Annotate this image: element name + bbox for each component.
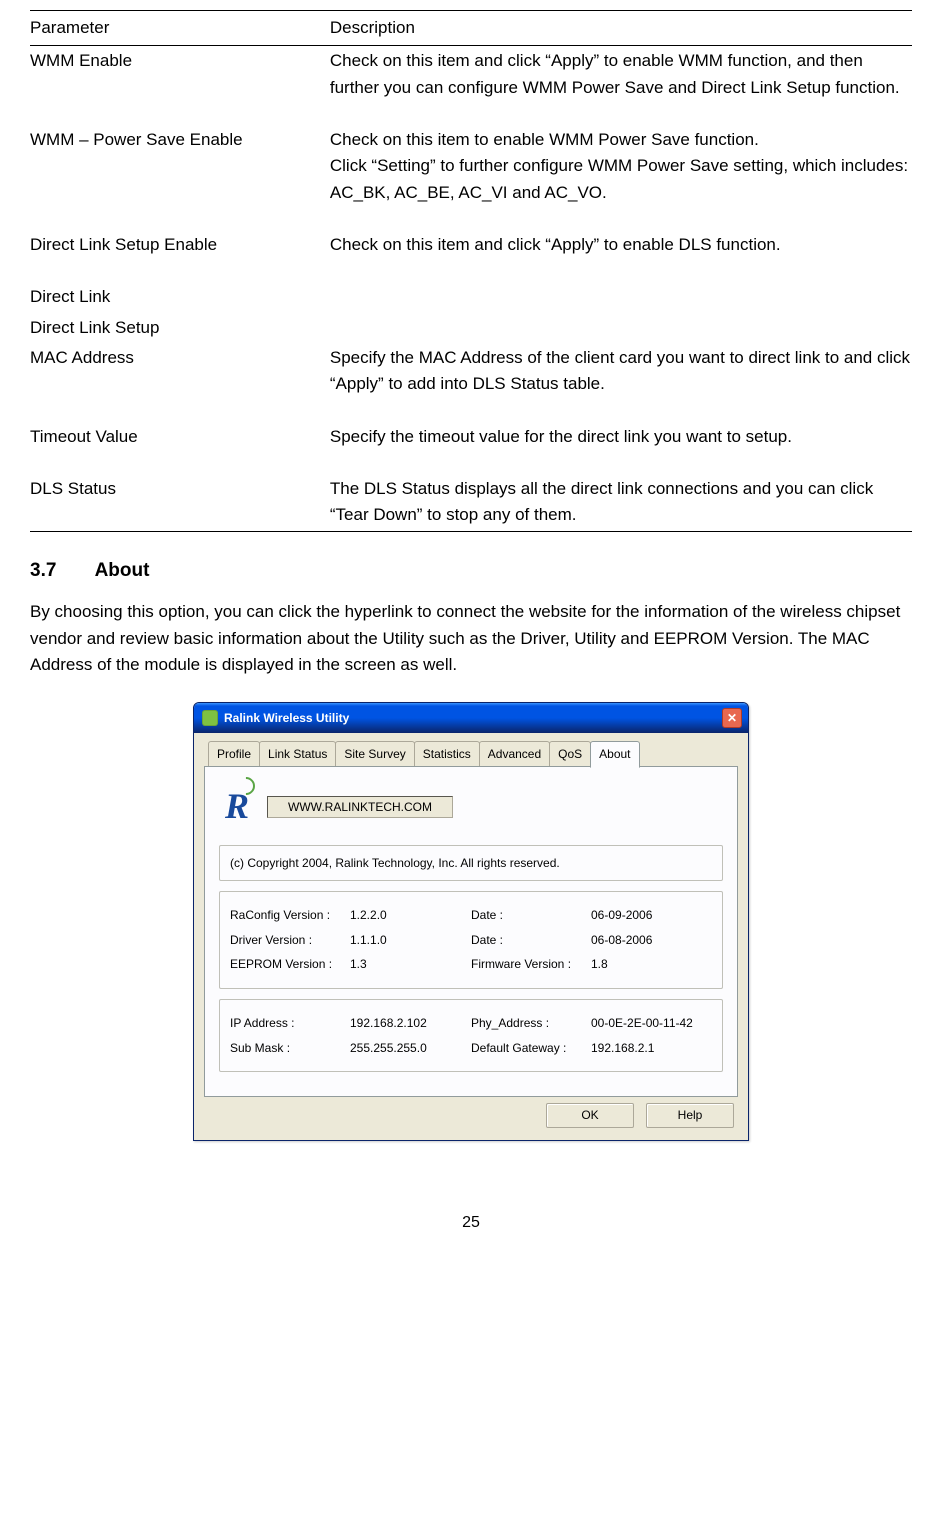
close-icon[interactable]: ✕ [722, 708, 742, 728]
tab-profile[interactable]: Profile [208, 741, 260, 767]
param-desc: The DLS Status displays all the direct l… [330, 474, 912, 531]
param-desc: Specify the MAC Address of the client ca… [330, 343, 912, 400]
eeprom-label: EEPROM Version : [230, 955, 350, 974]
gw-label: Default Gateway : [471, 1039, 591, 1058]
tab-about[interactable]: About [590, 741, 639, 768]
tab-qos[interactable]: QoS [549, 741, 591, 767]
ok-button[interactable]: OK [546, 1103, 634, 1128]
tab-statistics[interactable]: Statistics [414, 741, 480, 767]
section-number: 3.7 [30, 556, 90, 585]
raconfig-date-label: Date : [471, 906, 591, 925]
param-name: Direct Link Setup [30, 313, 330, 343]
raconfig-date-value: 06-09-2006 [591, 906, 652, 925]
raconfig-value: 1.2.2.0 [350, 906, 387, 925]
param-name: WMM – Power Save Enable [30, 125, 330, 208]
param-desc: Specify the timeout value for the direct… [330, 422, 912, 452]
page-number: 25 [30, 1211, 912, 1236]
version-box: RaConfig Version : 1.2.2.0 Date : 06-09-… [219, 891, 723, 989]
section-heading: 3.7 About [30, 556, 912, 585]
param-desc [330, 282, 912, 312]
window-title: Ralink Wireless Utility [224, 709, 349, 728]
col-parameter: Parameter [30, 11, 330, 46]
param-name: MAC Address [30, 343, 330, 400]
raconfig-label: RaConfig Version : [230, 906, 350, 925]
firmware-value: 1.8 [591, 955, 608, 974]
mask-value: 255.255.255.0 [350, 1039, 427, 1058]
param-name: Direct Link Setup Enable [30, 230, 330, 260]
network-box: IP Address : 192.168.2.102 Phy_Address :… [219, 999, 723, 1072]
app-icon [202, 710, 218, 726]
mask-label: Sub Mask : [230, 1039, 350, 1058]
tab-page-about: R WWW.RALINKTECH.COM (c) Copyright 2004,… [204, 766, 738, 1097]
section-title: About [95, 560, 150, 581]
driver-value: 1.1.1.0 [350, 931, 387, 950]
gw-value: 192.168.2.1 [591, 1039, 654, 1058]
firmware-label: Firmware Version : [471, 955, 591, 974]
dialog-window: Ralink Wireless Utility ✕ ProfileLink St… [193, 702, 749, 1141]
parameter-table: Parameter Description WMM EnableCheck on… [30, 10, 912, 532]
titlebar: Ralink Wireless Utility ✕ [194, 703, 748, 733]
eeprom-value: 1.3 [350, 955, 367, 974]
driver-label: Driver Version : [230, 931, 350, 950]
param-name: DLS Status [30, 474, 330, 531]
driver-date-label: Date : [471, 931, 591, 950]
ip-value: 192.168.2.102 [350, 1014, 427, 1033]
tab-advanced[interactable]: Advanced [479, 741, 550, 767]
param-desc: Check on this item and click “Apply” to … [330, 230, 912, 260]
param-name: Direct Link [30, 282, 330, 312]
copyright-box: (c) Copyright 2004, Ralink Technology, I… [219, 845, 723, 882]
tab-strip: ProfileLink StatusSite SurveyStatisticsA… [204, 741, 738, 767]
col-description: Description [330, 11, 912, 46]
phy-value: 00-0E-2E-00-11-42 [591, 1014, 693, 1033]
param-name: Timeout Value [30, 422, 330, 452]
logo-icon: R [225, 779, 249, 835]
section-intro: By choosing this option, you can click t… [30, 599, 912, 678]
help-button[interactable]: Help [646, 1103, 734, 1128]
tab-site-survey[interactable]: Site Survey [335, 741, 414, 767]
copyright-text: (c) Copyright 2004, Ralink Technology, I… [230, 856, 560, 870]
param-desc: Check on this item to enable WMM Power S… [330, 125, 912, 208]
driver-date-value: 06-08-2006 [591, 931, 652, 950]
param-desc [330, 313, 912, 343]
param-desc: Check on this item and click “Apply” to … [330, 46, 912, 103]
vendor-link-button[interactable]: WWW.RALINKTECH.COM [267, 796, 453, 818]
phy-label: Phy_Address : [471, 1014, 591, 1033]
tab-link-status[interactable]: Link Status [259, 741, 336, 767]
param-name: WMM Enable [30, 46, 330, 103]
ip-label: IP Address : [230, 1014, 350, 1033]
